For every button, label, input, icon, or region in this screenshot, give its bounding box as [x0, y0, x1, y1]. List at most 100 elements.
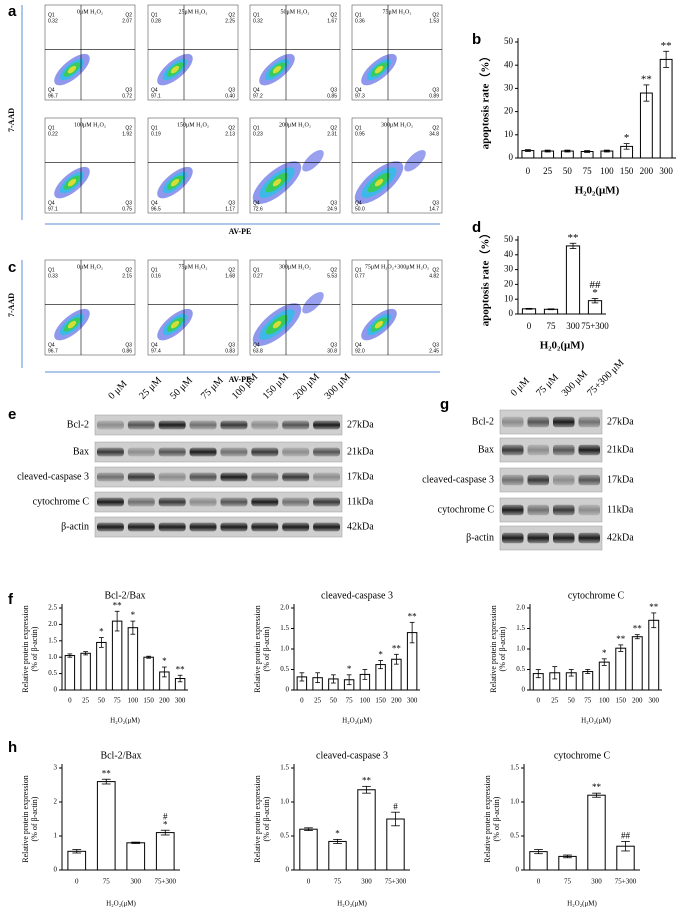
- x-tick-label: 0: [537, 878, 541, 886]
- size-label: 42kDa: [347, 521, 374, 532]
- error-bar: [585, 669, 591, 674]
- bar: [598, 661, 610, 691]
- blot-band: [313, 472, 340, 482]
- quadrant-name: Q3: [432, 87, 439, 93]
- quadrant-value: 92.0: [355, 348, 365, 354]
- bar: [659, 58, 673, 159]
- bar: [357, 789, 376, 871]
- blot-band: [527, 532, 549, 544]
- bar: [155, 832, 175, 871]
- blot-band: [158, 497, 186, 507]
- x-tick-label: 75: [334, 878, 342, 886]
- y-tick-label: 0: [54, 866, 58, 874]
- blot-band: [313, 420, 340, 430]
- size-label: 17kDa: [607, 474, 634, 485]
- protein-label: cytochrome C: [33, 496, 90, 507]
- lane-label: 150 μM: [261, 371, 291, 401]
- blot-band: [282, 447, 310, 457]
- quadrant-value: 0.32: [48, 18, 58, 24]
- quadrant-name: Q4: [253, 342, 260, 348]
- cell-density: [272, 65, 282, 74]
- y-axis-label: (% of β-actin): [498, 626, 507, 671]
- quadrant-name: Q4: [48, 87, 55, 93]
- x-tick-label: 75+300: [581, 321, 609, 331]
- y-tick-label: 20: [504, 278, 514, 288]
- cell-density: [302, 291, 324, 314]
- quadrant-name: Q1: [48, 12, 55, 18]
- y-tick-label: 20: [504, 106, 514, 116]
- error-bar: [177, 674, 183, 683]
- error-bar: [333, 839, 342, 844]
- lane-label: 75+300 μM: [585, 357, 626, 398]
- quadrant-name: Q1: [48, 267, 55, 273]
- blot-band: [127, 472, 155, 482]
- y-tick-label: 0: [509, 308, 514, 318]
- blot-band: [251, 497, 279, 507]
- error-bar: [304, 827, 313, 831]
- x-tick-label: 75: [103, 878, 111, 886]
- plot-title: 50μM H₂O₂: [281, 9, 310, 15]
- lane-label: 25 μM: [137, 375, 164, 402]
- cell-density: [67, 65, 77, 74]
- x-tick-label: 200: [640, 166, 654, 176]
- quadrant-value: 2.07: [122, 18, 132, 24]
- bar: [96, 641, 107, 691]
- cell-density: [272, 178, 282, 187]
- error-bar: [564, 149, 571, 153]
- y-tick-label: 1.0: [48, 653, 57, 661]
- error-bar: [534, 849, 543, 855]
- bar: [565, 245, 581, 315]
- blot-band: [158, 522, 186, 532]
- x-tick-label: 100: [600, 166, 614, 176]
- y-axis-label: 7-AAD: [7, 108, 16, 132]
- plot-title: 75μM H₂O₂: [179, 264, 208, 270]
- cell-density: [170, 65, 180, 74]
- cell-density: [374, 320, 384, 329]
- panel-letter: f: [8, 591, 14, 608]
- panel-letter: c: [8, 259, 16, 276]
- x-tick-label: 300: [649, 697, 660, 705]
- x-tick-label: 200: [391, 697, 402, 705]
- x-axis-label: H₂O₂(μM): [337, 900, 367, 908]
- error-bar: [592, 792, 601, 798]
- blot-band: [527, 444, 549, 456]
- y-tick-label: 1.0: [280, 798, 289, 806]
- bar: [639, 92, 653, 159]
- blot-band: [578, 444, 600, 456]
- chart-title: cleaved-caspase 3: [316, 750, 388, 761]
- blot-band: [313, 447, 340, 457]
- bar: [615, 647, 627, 691]
- blot-band: [313, 497, 340, 507]
- error-bar: [563, 854, 572, 859]
- x-axis-label: AV-PE: [229, 227, 252, 236]
- y-tick-label: 1.5: [48, 636, 57, 644]
- x-tick-label: 300: [407, 697, 418, 705]
- plot-frame: [44, 4, 136, 101]
- quadrant-name: Q4: [253, 200, 260, 206]
- error-bar: [568, 669, 574, 677]
- quadrant-value: 0.85: [327, 93, 337, 99]
- blot-background: [94, 441, 343, 463]
- blot-band: [127, 497, 155, 507]
- cell-density: [272, 320, 282, 329]
- x-tick-label: 200: [632, 697, 643, 705]
- y-tick-label: 0: [522, 686, 526, 694]
- quadrant-name: Q2: [125, 12, 132, 18]
- quadrant-value: 96.7: [48, 93, 58, 99]
- y-tick-label: 2.0: [48, 620, 57, 628]
- error-bar: [72, 849, 82, 854]
- blot-band: [502, 474, 524, 486]
- y-tick-label: 0.5: [48, 669, 57, 677]
- significance-mark: *: [162, 656, 167, 666]
- error-bar: [83, 651, 88, 656]
- panel-letter: g: [440, 396, 449, 413]
- bar: [386, 818, 405, 871]
- blot-band: [220, 497, 248, 507]
- quadrant-value: 0.19: [151, 131, 161, 137]
- blot-band: [251, 447, 279, 457]
- quadrant-value: 24.9: [327, 206, 337, 212]
- bar: [299, 828, 318, 871]
- quadrant-value: 1.67: [327, 18, 337, 24]
- significance-mark: **: [649, 602, 659, 612]
- blot-band: [220, 522, 248, 532]
